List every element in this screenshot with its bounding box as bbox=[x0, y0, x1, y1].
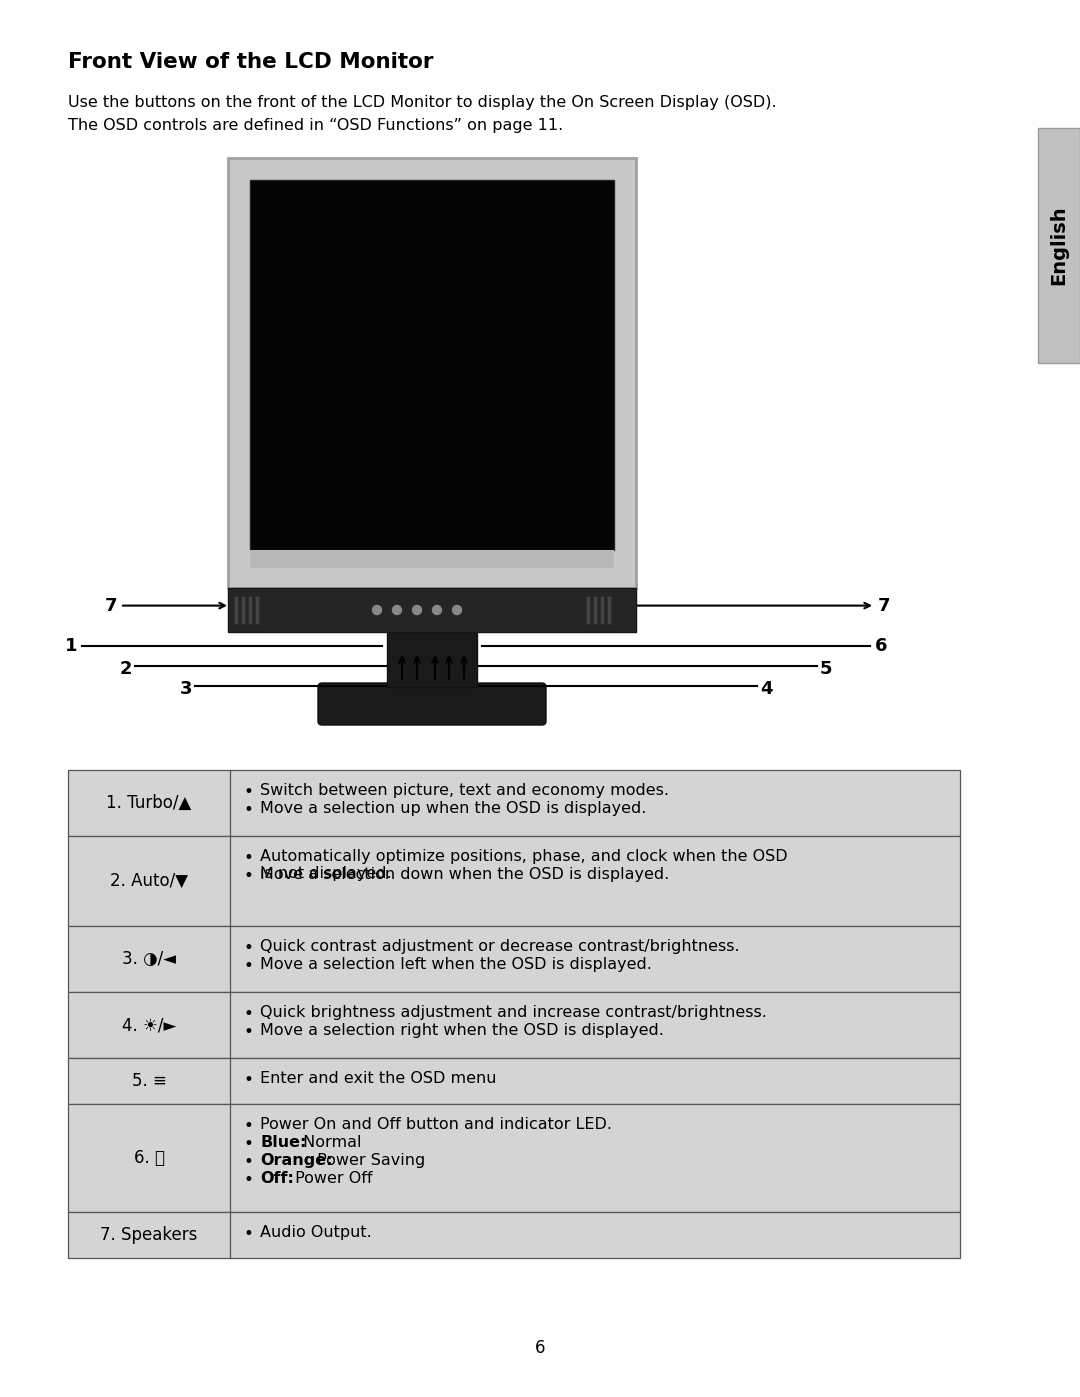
Text: •: • bbox=[244, 939, 254, 957]
Circle shape bbox=[432, 605, 442, 615]
Text: 6. ⏻: 6. ⏻ bbox=[134, 1148, 164, 1166]
Text: 7: 7 bbox=[105, 597, 117, 615]
Text: Switch between picture, text and economy modes.: Switch between picture, text and economy… bbox=[260, 782, 669, 798]
Circle shape bbox=[373, 605, 381, 615]
Text: Move a selection right when the OSD is displayed.: Move a selection right when the OSD is d… bbox=[260, 1023, 664, 1038]
Text: 5: 5 bbox=[820, 659, 833, 678]
Text: Blue:: Blue: bbox=[260, 1134, 307, 1150]
Text: Automatically optimize positions, phase, and clock when the OSD
is not displayed: Automatically optimize positions, phase,… bbox=[260, 849, 787, 882]
Text: Quick brightness adjustment and increase contrast/brightness.: Quick brightness adjustment and increase… bbox=[260, 1004, 767, 1020]
Text: Use the buttons on the front of the LCD Monitor to display the On Screen Display: Use the buttons on the front of the LCD … bbox=[68, 95, 777, 110]
Text: 1. Turbo/▲: 1. Turbo/▲ bbox=[106, 793, 191, 812]
Text: •: • bbox=[244, 1004, 254, 1023]
Circle shape bbox=[453, 605, 461, 615]
Text: Enter and exit the OSD menu: Enter and exit the OSD menu bbox=[260, 1071, 497, 1085]
Text: Quick contrast adjustment or decrease contrast/brightness.: Quick contrast adjustment or decrease co… bbox=[260, 939, 740, 954]
Text: 7: 7 bbox=[878, 597, 891, 615]
Bar bbox=[68, 1213, 960, 1259]
Text: 5. ≡: 5. ≡ bbox=[132, 1071, 166, 1090]
Bar bbox=[1038, 129, 1080, 363]
Bar bbox=[249, 180, 615, 550]
Text: 6: 6 bbox=[875, 637, 888, 655]
Text: 7. Speakers: 7. Speakers bbox=[100, 1227, 198, 1243]
Text: 1: 1 bbox=[65, 637, 77, 655]
Text: •: • bbox=[244, 1134, 254, 1153]
Text: 4: 4 bbox=[760, 680, 772, 698]
Text: Power On and Off button and indicator LED.: Power On and Off button and indicator LE… bbox=[260, 1118, 612, 1132]
Circle shape bbox=[392, 605, 402, 615]
Text: The OSD controls are defined in “OSD Functions” on page 11.: The OSD controls are defined in “OSD Fun… bbox=[68, 117, 564, 133]
Bar bbox=[68, 1058, 960, 1104]
Text: Audio Output.: Audio Output. bbox=[260, 1225, 372, 1241]
Text: •: • bbox=[244, 1153, 254, 1171]
Text: •: • bbox=[244, 868, 254, 886]
Text: 2: 2 bbox=[120, 659, 132, 678]
Text: 3: 3 bbox=[179, 680, 192, 698]
Text: 3. ◑/◄: 3. ◑/◄ bbox=[122, 950, 176, 968]
Text: Front View of the LCD Monitor: Front View of the LCD Monitor bbox=[68, 52, 433, 73]
Text: •: • bbox=[244, 1023, 254, 1041]
Bar bbox=[68, 926, 960, 992]
Text: •: • bbox=[244, 1225, 254, 1243]
Bar bbox=[68, 770, 960, 835]
Text: Power Saving: Power Saving bbox=[312, 1153, 426, 1168]
Text: •: • bbox=[244, 1071, 254, 1090]
Text: •: • bbox=[244, 849, 254, 868]
Text: Power Off: Power Off bbox=[291, 1171, 373, 1186]
Text: 2. Auto/▼: 2. Auto/▼ bbox=[110, 872, 188, 890]
Text: Orange:: Orange: bbox=[260, 1153, 333, 1168]
Text: •: • bbox=[244, 782, 254, 800]
Text: English: English bbox=[1050, 205, 1068, 285]
Text: Move a selection down when the OSD is displayed.: Move a selection down when the OSD is di… bbox=[260, 868, 670, 882]
Text: 4. ☀/►: 4. ☀/► bbox=[122, 1016, 176, 1034]
Bar bbox=[249, 550, 615, 569]
Circle shape bbox=[413, 605, 421, 615]
Bar bbox=[68, 835, 960, 926]
Bar bbox=[387, 631, 477, 687]
Text: Move a selection up when the OSD is displayed.: Move a selection up when the OSD is disp… bbox=[260, 800, 646, 816]
Text: Normal: Normal bbox=[297, 1134, 361, 1150]
Text: •: • bbox=[244, 957, 254, 975]
Text: Off:: Off: bbox=[260, 1171, 294, 1186]
Text: •: • bbox=[244, 1171, 254, 1189]
Text: •: • bbox=[244, 1118, 254, 1134]
FancyBboxPatch shape bbox=[228, 158, 636, 588]
Text: 6: 6 bbox=[535, 1338, 545, 1356]
Text: Move a selection left when the OSD is displayed.: Move a selection left when the OSD is di… bbox=[260, 957, 652, 972]
Bar bbox=[68, 992, 960, 1058]
Bar bbox=[228, 588, 636, 631]
FancyBboxPatch shape bbox=[318, 683, 546, 725]
Bar bbox=[68, 1104, 960, 1213]
Text: •: • bbox=[244, 800, 254, 819]
